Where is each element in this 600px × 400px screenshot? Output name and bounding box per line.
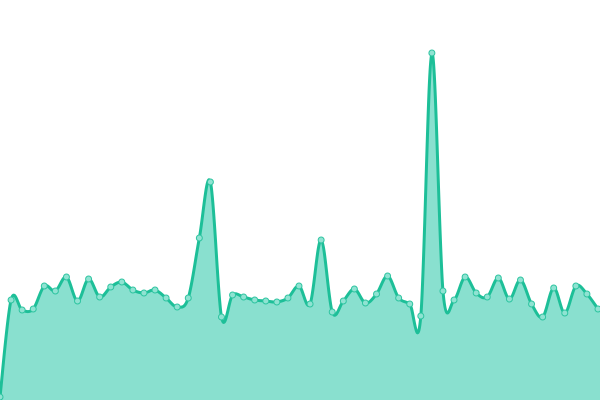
area-fill bbox=[0, 52, 600, 400]
data-point-54 bbox=[594, 305, 600, 313]
data-point-4 bbox=[40, 282, 48, 290]
data-point-42 bbox=[461, 273, 469, 281]
data-point-35 bbox=[384, 272, 392, 280]
data-point-18 bbox=[195, 234, 203, 242]
data-point-10 bbox=[107, 283, 115, 291]
data-point-28 bbox=[306, 300, 314, 308]
data-point-29 bbox=[317, 236, 325, 244]
data-point-2 bbox=[18, 306, 26, 314]
data-point-1 bbox=[7, 296, 15, 304]
data-point-52 bbox=[572, 282, 580, 290]
data-point-7 bbox=[74, 297, 82, 305]
data-markers bbox=[0, 49, 600, 400]
data-point-51 bbox=[561, 309, 569, 317]
data-point-40 bbox=[439, 287, 447, 295]
data-point-31 bbox=[339, 297, 347, 305]
data-point-23 bbox=[251, 296, 259, 304]
data-point-17 bbox=[184, 294, 192, 302]
data-point-48 bbox=[528, 300, 536, 308]
data-point-37 bbox=[406, 300, 414, 308]
data-point-34 bbox=[373, 290, 381, 298]
data-point-20 bbox=[217, 313, 225, 321]
data-point-15 bbox=[162, 294, 170, 302]
data-point-21 bbox=[229, 291, 237, 299]
data-point-3 bbox=[29, 305, 37, 313]
data-point-47 bbox=[516, 276, 524, 284]
data-point-46 bbox=[505, 295, 513, 303]
data-point-39 bbox=[428, 49, 436, 57]
data-point-26 bbox=[284, 294, 292, 302]
data-point-19 bbox=[206, 178, 214, 186]
data-point-36 bbox=[395, 294, 403, 302]
data-point-53 bbox=[583, 290, 591, 298]
data-point-27 bbox=[295, 282, 303, 290]
data-point-32 bbox=[350, 285, 358, 293]
data-point-25 bbox=[273, 298, 281, 306]
data-point-38 bbox=[417, 312, 425, 320]
data-point-5 bbox=[51, 287, 59, 295]
data-point-11 bbox=[118, 278, 126, 286]
data-point-13 bbox=[140, 289, 148, 297]
data-point-43 bbox=[472, 289, 480, 297]
data-point-49 bbox=[539, 313, 547, 321]
data-point-0 bbox=[0, 393, 4, 400]
data-point-8 bbox=[85, 275, 93, 283]
data-point-44 bbox=[483, 293, 491, 301]
data-point-12 bbox=[129, 286, 137, 294]
data-point-33 bbox=[361, 299, 369, 307]
data-point-6 bbox=[62, 273, 70, 281]
data-point-16 bbox=[173, 303, 181, 311]
data-point-22 bbox=[240, 293, 248, 301]
data-point-41 bbox=[450, 296, 458, 304]
data-point-9 bbox=[96, 293, 104, 301]
data-point-24 bbox=[262, 297, 270, 305]
data-point-45 bbox=[494, 274, 502, 282]
data-point-30 bbox=[328, 308, 336, 316]
data-point-50 bbox=[550, 284, 558, 292]
data-point-14 bbox=[151, 286, 159, 294]
